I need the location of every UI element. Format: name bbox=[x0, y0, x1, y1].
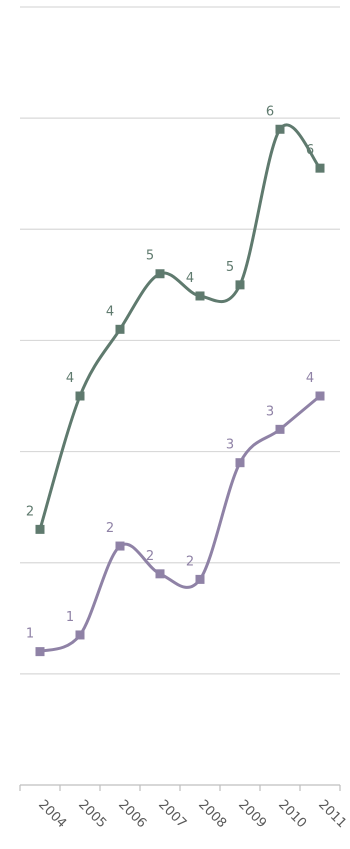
series-1-data-label: 3 bbox=[266, 404, 274, 419]
gridlines bbox=[20, 6, 340, 786]
series-1-marker bbox=[275, 424, 285, 434]
series-0-data-label: 5 bbox=[146, 249, 154, 264]
series-0-data-label: 4 bbox=[106, 304, 114, 319]
series-1-data-label: 2 bbox=[146, 549, 154, 564]
series-0-data-label: 4 bbox=[66, 371, 74, 386]
x-tick-label: 2008 bbox=[195, 797, 229, 831]
series-1-marker bbox=[195, 574, 205, 584]
x-tick-labels: 2004 2005 2006 2007 2008 2009 2010 2011 bbox=[35, 797, 349, 831]
series-0-marker bbox=[275, 124, 285, 134]
x-axis bbox=[19, 785, 341, 791]
x-tick-label: 2006 bbox=[115, 797, 149, 831]
x-tick-label: 2005 bbox=[75, 797, 109, 831]
series-1-marker bbox=[35, 647, 45, 657]
series-1-data-label: 4 bbox=[306, 371, 314, 386]
x-tick-label: 2010 bbox=[275, 797, 309, 831]
series-0-data-label: 5 bbox=[226, 260, 234, 275]
series-0-marker bbox=[315, 163, 325, 173]
series-0-data-label: 4 bbox=[186, 271, 194, 286]
series-1-marker bbox=[155, 569, 165, 579]
series-0-marker bbox=[75, 391, 85, 401]
series-group bbox=[35, 123, 325, 657]
series-0-line bbox=[38, 123, 322, 530]
series-0-data-label: 2 bbox=[26, 504, 34, 519]
data-labels: 2 4 4 5 4 5 6 6 1 1 2 2 2 3 3 4 bbox=[26, 104, 314, 641]
x-tick-label: 2011 bbox=[315, 797, 349, 831]
series-0-marker bbox=[35, 524, 45, 534]
series-0-data-label: 6 bbox=[266, 104, 274, 119]
series-1-data-label: 2 bbox=[186, 554, 194, 569]
series-0-data-label: 6 bbox=[306, 143, 314, 158]
series-1-marker bbox=[75, 630, 85, 640]
series-1-data-label: 2 bbox=[106, 521, 114, 536]
series-1-marker bbox=[315, 391, 325, 401]
series-1-line bbox=[39, 394, 321, 654]
series-0-marker bbox=[115, 324, 125, 334]
series-1-data-label: 3 bbox=[226, 438, 234, 453]
x-tick-label: 2009 bbox=[235, 797, 269, 831]
series-1-data-label: 1 bbox=[66, 610, 74, 625]
series-0-marker bbox=[155, 269, 165, 279]
series-1-marker bbox=[115, 541, 125, 551]
x-tick-label: 2004 bbox=[35, 797, 69, 831]
series-0-marker bbox=[235, 280, 245, 290]
series-1-marker bbox=[235, 458, 245, 468]
series-0-marker bbox=[195, 291, 205, 301]
series-1-data-label: 1 bbox=[26, 627, 34, 642]
x-tick-label: 2007 bbox=[155, 797, 189, 831]
